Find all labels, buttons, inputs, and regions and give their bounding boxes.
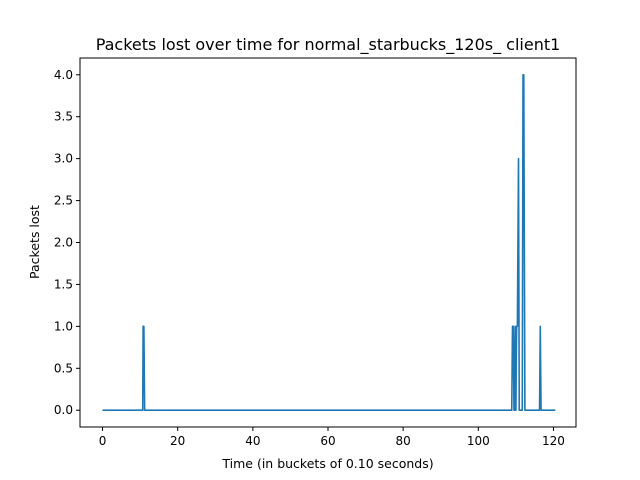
ticks-layer: 0 20 40 60 80 100 120 0.0 0.5 1.0 1.5 2.0 2.5 3.0 3.5 4…	[54, 68, 565, 448]
x-tick-label: 80	[396, 434, 411, 448]
y-tick-label: 4.0	[54, 68, 73, 82]
y-axis-label: Packets lost	[27, 205, 42, 279]
chart-title: Packets lost over time for normal_starbu…	[96, 35, 561, 55]
y-tick-label: 3.0	[54, 152, 73, 166]
x-tick-label: 0	[99, 434, 107, 448]
x-tick-label: 20	[170, 434, 185, 448]
packets-lost-line	[102, 73, 556, 412]
y-tick-label: 3.5	[54, 110, 73, 124]
y-tick-label: 0.0	[54, 403, 73, 417]
y-tick-label: 1.5	[54, 277, 73, 291]
y-tick-label: 0.5	[54, 361, 73, 375]
y-tick-label: 2.0	[54, 236, 73, 250]
x-axis-label: Time (in buckets of 0.10 seconds)	[221, 456, 433, 471]
series-layer	[102, 73, 556, 412]
x-tick-label: 60	[320, 434, 335, 448]
y-tick-label: 2.5	[54, 194, 73, 208]
x-tick-label: 120	[542, 434, 565, 448]
y-tick-label: 1.0	[54, 319, 73, 333]
plot-area-frame	[79, 57, 577, 428]
x-tick-label: 100	[467, 434, 490, 448]
x-tick-label: 40	[245, 434, 260, 448]
